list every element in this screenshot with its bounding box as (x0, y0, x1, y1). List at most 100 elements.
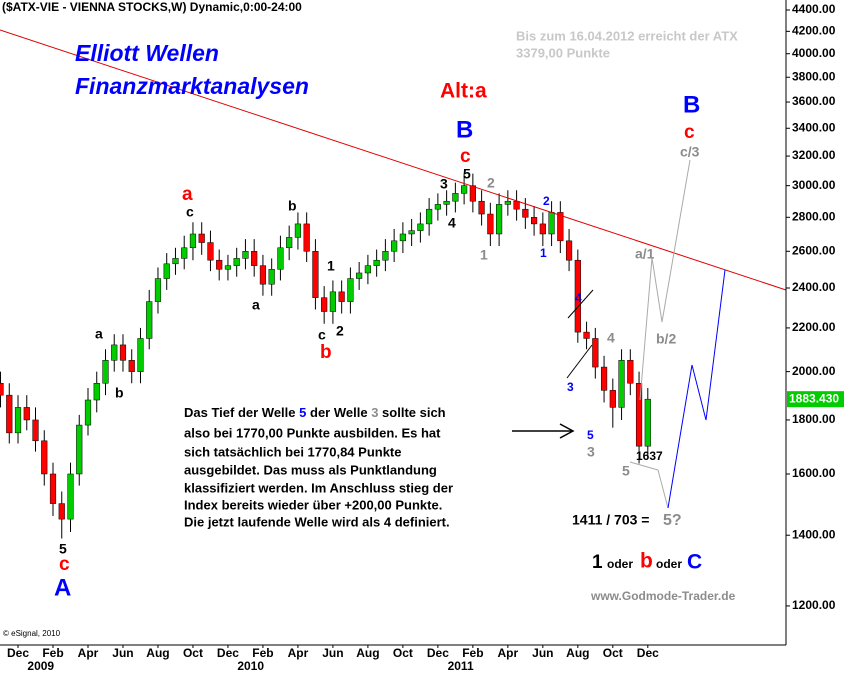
wave-label: a/1 (635, 246, 655, 262)
candle-body (583, 331, 590, 339)
candle-body (23, 407, 30, 421)
candle-body (312, 251, 319, 298)
wave-label: a (182, 184, 193, 205)
wave-label: 4 (575, 291, 582, 305)
y-tick-label: 3400.00 (792, 120, 836, 134)
y-tick-label: 1800.00 (792, 412, 836, 426)
candle-body (84, 399, 92, 426)
candle-body (522, 208, 529, 218)
y-tick-label: 4400.00 (792, 2, 836, 16)
title: Finanzmarktanalysen (75, 73, 309, 99)
y-tick-label: 2400.00 (792, 280, 836, 294)
candle-body (513, 200, 520, 210)
candle-body (268, 269, 275, 285)
candle-body (154, 278, 162, 302)
text-box-line: sich tatsächlich bei 1770,84 Punkte (184, 444, 402, 459)
candle-body (469, 185, 476, 202)
wave-label: b (115, 385, 124, 401)
x-tick-label: Jun (532, 646, 553, 660)
plot (0, 173, 651, 539)
x-tick-label: Jun (322, 646, 343, 660)
y-tick-label: 2200.00 (792, 320, 836, 334)
candle-body (504, 200, 511, 205)
y-tick-label: 2600.00 (792, 243, 836, 257)
candle-body (426, 208, 433, 225)
wave-label: c (59, 554, 70, 575)
candle-body (119, 344, 127, 361)
candle-body (93, 382, 100, 401)
wave-label: 5 (587, 428, 594, 442)
x-tick-label: Feb (252, 646, 273, 660)
candle-body (382, 251, 389, 261)
text-box-line: klassifiziert werden. Im Anschluss stieg… (184, 480, 453, 495)
wave-label: 1 (480, 247, 488, 263)
y-tick-label: 4200.00 (792, 24, 836, 38)
candle-body (609, 390, 616, 408)
projection-blue (667, 269, 726, 509)
candle-body (224, 265, 232, 270)
y-tick-label: 3800.00 (792, 69, 836, 83)
note: Bis zum 16.04.2012 erreicht der ATX (516, 28, 738, 43)
candle-body (557, 212, 564, 242)
candle-body (41, 440, 48, 475)
candle-body (644, 398, 651, 447)
candle-body (277, 247, 284, 270)
wave-label: 1 (540, 246, 547, 260)
wave-label: 3 (587, 444, 595, 460)
candle-body (592, 338, 599, 368)
candle-body (399, 233, 406, 242)
text-box-line: Index bereits wieder über +200,00 Punkte… (184, 497, 442, 512)
y-tick-label: 3600.00 (792, 94, 836, 108)
x-tick-label: Oct (393, 646, 413, 660)
wave-label: 2 (543, 194, 550, 208)
wave-label: 3 (567, 380, 574, 394)
text-box-line: Die jetzt laufende Welle wird als 4 defi… (184, 514, 450, 529)
candle-body (539, 223, 546, 235)
candle-body (461, 185, 468, 194)
text: sollte sich (382, 405, 446, 420)
watermark: www.Godmode-Trader.de (590, 589, 736, 603)
candle-body (530, 217, 538, 225)
wave-label: 2 (487, 175, 495, 191)
candle-body (574, 259, 581, 333)
y-tick-label: 2800.00 (792, 209, 836, 223)
candle-body (408, 230, 415, 235)
x-tick-label: Jun (112, 646, 133, 660)
wave-label: c (318, 327, 326, 343)
projection-gray-low (629, 461, 669, 509)
candle-body (452, 193, 459, 202)
candle-body (496, 204, 503, 235)
x-tick-label: Dec (7, 646, 29, 660)
y-tick-label: 1200.00 (792, 598, 836, 612)
candle-body (76, 424, 83, 475)
candle-body (198, 233, 205, 243)
candle-body (0, 382, 4, 396)
candle-body (259, 265, 267, 285)
wave-label: 1 (327, 258, 335, 274)
candle-body (181, 247, 188, 259)
text: 5 (299, 405, 306, 420)
wave-label: a (95, 326, 103, 342)
projection-gray (639, 159, 691, 401)
candle-body (233, 258, 240, 266)
trend-line (0, 29, 787, 291)
candle-body (172, 258, 179, 265)
wave-label: 5? (663, 512, 682, 529)
candle-body (58, 503, 65, 520)
candle-body (137, 338, 144, 372)
candle-body (329, 291, 337, 312)
text: der Welle (310, 405, 368, 420)
candle-body (14, 407, 22, 434)
wave-label: b (320, 342, 332, 363)
arrow-head (559, 423, 575, 439)
candle-body (600, 366, 608, 391)
note: 3379,00 Punkte (516, 45, 610, 60)
x-tick-label: Oct (603, 646, 623, 660)
wave-label: a (252, 297, 260, 313)
wave-label: Alt:a (440, 80, 487, 103)
wave-label: c (684, 122, 695, 143)
candle-body (548, 212, 555, 235)
candle-body (356, 272, 363, 279)
x-tick-label: Apr (78, 646, 99, 660)
